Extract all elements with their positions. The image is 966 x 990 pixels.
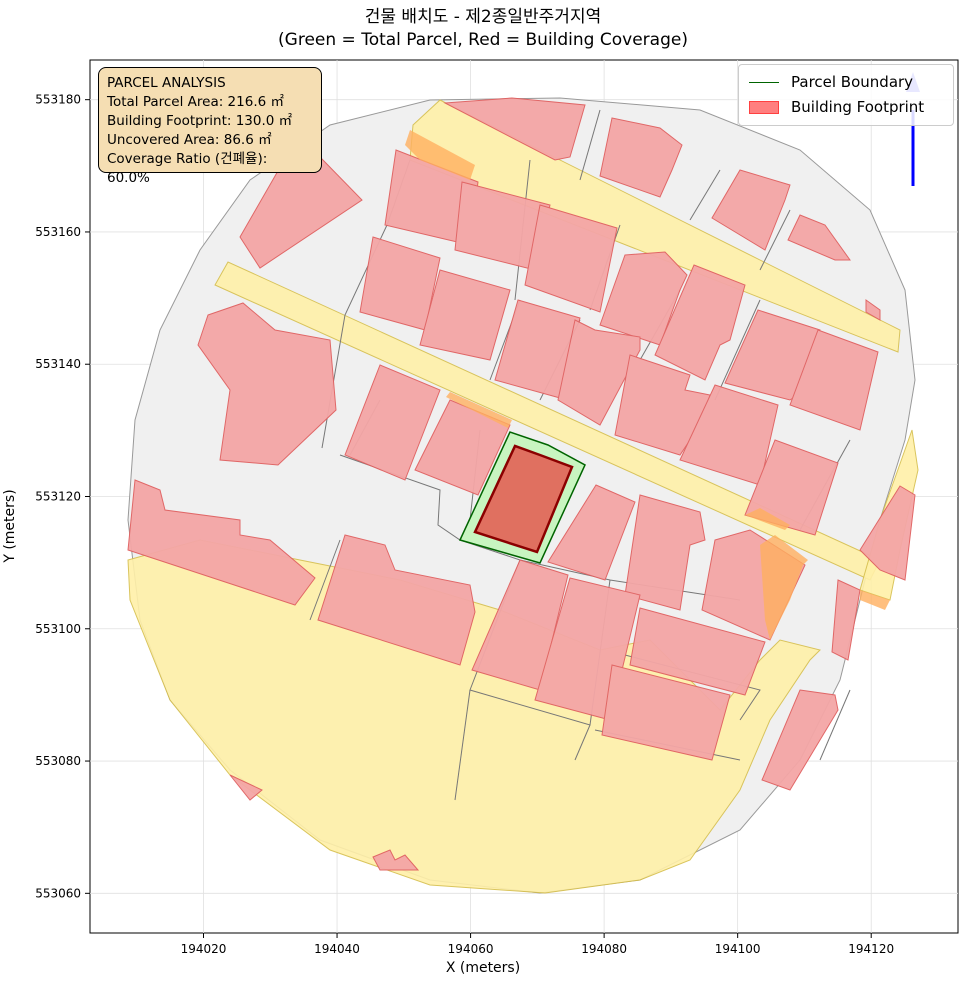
legend-item-building: Building Footprint [749, 98, 924, 116]
info-coverage: Coverage Ratio (건폐율): 60.0% [107, 151, 268, 186]
legend-parcel-label: Parcel Boundary [791, 73, 914, 91]
x-axis-ticks: 194020 194040 194060 194080 194100 194120 [181, 933, 894, 956]
road-upper [409, 99, 901, 353]
y-tick-label: 553100 [35, 622, 81, 636]
overlap-areas [405, 130, 890, 640]
legend-building-label: Building Footprint [791, 98, 925, 116]
y-tick-label: 553060 [35, 886, 81, 900]
parcel-line-swatch [749, 81, 779, 83]
x-tick-label: 194020 [181, 942, 227, 956]
y-tick-label: 553120 [35, 490, 81, 504]
title-line-2: (Green = Total Parcel, Red = Building Co… [278, 30, 688, 50]
info-footprint: Building Footprint: 130.0 ㎡ [107, 113, 293, 129]
info-heading: PARCEL ANALYSIS [107, 75, 226, 91]
x-tick-label: 194040 [314, 942, 360, 956]
title-line-1: 건물 배치도 - 제2종일반주거지역 [364, 7, 602, 27]
legend-item-parcel: Parcel Boundary [749, 73, 913, 91]
y-axis-label: Y (meters) [2, 489, 18, 563]
x-axis-label: X (meters) [445, 960, 521, 976]
legend: Parcel Boundary Building Footprint [738, 64, 954, 126]
x-tick-label: 194120 [848, 942, 894, 956]
info-uncovered: Uncovered Area: 86.6 ㎡ [107, 132, 272, 148]
x-tick-label: 194100 [715, 942, 761, 956]
y-axis-ticks: 553060 553080 553100 553120 553140 553160 5531… [35, 93, 90, 900]
y-tick-label: 553140 [35, 357, 81, 371]
building-patch-swatch [749, 100, 779, 114]
chart-title: 건물 배치도 - 제2종일반주거지역 (Green = Total Parcel… [0, 6, 966, 52]
y-tick-label: 553180 [35, 93, 81, 107]
target-building [473, 444, 574, 554]
context-buildings [127, 97, 916, 871]
y-tick-label: 553160 [35, 225, 81, 239]
info-total-area: Total Parcel Area: 216.6 ㎡ [107, 94, 284, 110]
x-tick-label: 194060 [448, 942, 494, 956]
x-tick-label: 194080 [581, 942, 627, 956]
y-tick-label: 553080 [35, 754, 81, 768]
parcel-analysis-box: PARCEL ANALYSIS Total Parcel Area: 216.6… [98, 67, 322, 186]
